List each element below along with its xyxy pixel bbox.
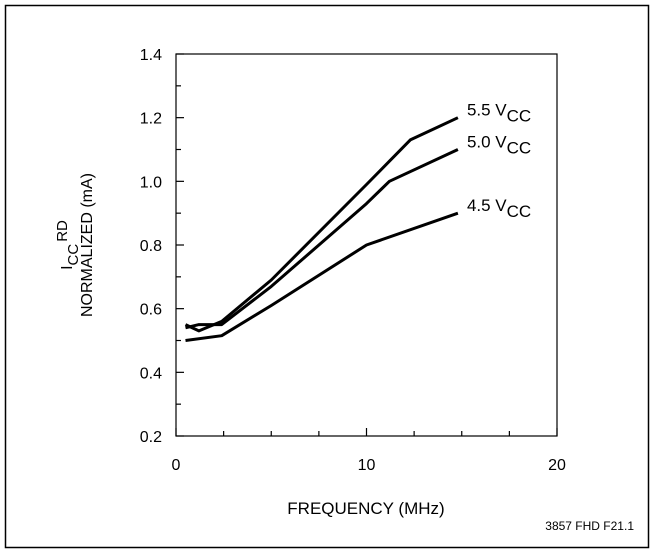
y-axis-label: ICCRD NORMALIZED (mA) <box>54 173 96 317</box>
y-tick-label: 1.2 <box>140 111 162 128</box>
y-tick-label: 0.4 <box>140 365 162 382</box>
y-tick-label: 0.8 <box>140 238 162 255</box>
y-tick-label: 0.2 <box>140 429 162 446</box>
y-axis-label-line1: ICCRD <box>54 220 82 270</box>
outer-border <box>4 4 650 549</box>
series-line <box>185 211 459 342</box>
y-axis-label-line2: NORMALIZED (mA) <box>79 173 96 317</box>
series-lines <box>184 116 459 342</box>
y-label-sub: CC <box>65 244 82 266</box>
y-label-sup: RD <box>54 220 71 242</box>
series-labels: 5.5 VCC 5.0 VCC 4.5 VCC <box>467 101 531 222</box>
x-axis-label: FREQUENCY (MHz) <box>287 499 444 518</box>
series-line <box>185 148 459 330</box>
y-label-main: I <box>59 265 76 269</box>
series-label: 5.0 VCC <box>467 133 531 158</box>
y-tick-label: 1.0 <box>140 174 162 191</box>
y-tick-label: 1.4 <box>140 47 162 64</box>
x-tick-label: 20 <box>548 457 566 474</box>
series-label: 4.5 VCC <box>467 196 531 221</box>
series-label: 5.5 VCC <box>467 101 531 126</box>
series-line <box>184 116 459 333</box>
y-tick-label: 0.6 <box>140 302 162 319</box>
x-tick-label: 10 <box>358 457 376 474</box>
x-tick-label: 0 <box>172 457 181 474</box>
tick-group: 0.2 0.4 0.6 0.8 1.0 1.2 1.4 0 10 20 <box>140 47 566 474</box>
figure-code: 3857 FHD F21.1 <box>545 519 634 533</box>
